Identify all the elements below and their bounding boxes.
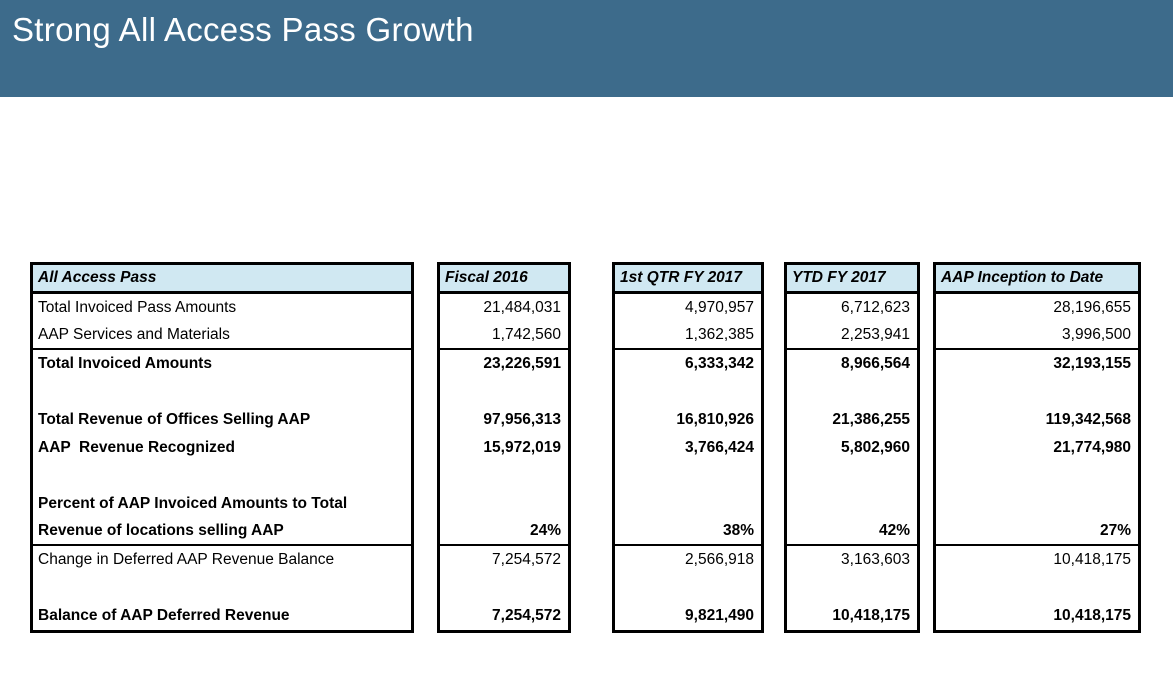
table-cell-value: 3,766,424	[685, 439, 754, 456]
table-cell-value: 10,418,175	[832, 607, 910, 624]
table-row-blank	[787, 574, 917, 602]
table-column-aap-inception-to-date: AAP Inception to Date 28,196,655 3,996,50…	[933, 262, 1141, 633]
table-cell-value: 27%	[936, 518, 1138, 546]
table-cell-value: 21,386,255	[832, 411, 910, 428]
table-row-blank	[440, 378, 568, 406]
table-cell-value: 10,418,175	[1053, 551, 1131, 568]
table-cell-value: 21,484,031	[483, 299, 561, 316]
table-cell-value: 23,226,591	[483, 355, 561, 372]
table-cell-value: 4,970,957	[685, 299, 754, 316]
row-labels-body: Total Invoiced Pass Amounts AAP Services …	[33, 294, 411, 630]
column-values-1st-qtr-fy-2017: 4,970,957 1,362,385 6,333,342 16,810,926 3,7…	[615, 294, 761, 630]
table-row-blank	[615, 574, 761, 602]
table-cell-value: 3,163,603	[841, 551, 910, 568]
table-cell-value: 7,254,572	[492, 551, 561, 568]
table-cell-value: 3,996,500	[936, 322, 1138, 350]
slide-title-bar: Strong All Access Pass Growth	[0, 0, 1173, 97]
table-cell-value: 32,193,155	[1053, 355, 1131, 372]
table-row-blank	[615, 378, 761, 406]
table-column-1st-qtr-fy-2017: 1st QTR FY 2017 4,970,957 1,362,385 6,333,…	[612, 262, 764, 633]
table-row-blank	[440, 490, 568, 518]
column-values-aap-inception-to-date: 28,196,655 3,996,500 32,193,155 119,342,568…	[936, 294, 1138, 630]
table-cell-value: 5,802,960	[841, 439, 910, 456]
table-row-blank	[787, 378, 917, 406]
table-row-label: Total Invoiced Amounts	[38, 355, 212, 372]
table-row-label: Change in Deferred AAP Revenue Balance	[38, 551, 335, 568]
column-header-1st-qtr-fy-2017: 1st QTR FY 2017	[615, 265, 761, 294]
table-row-blank	[615, 490, 761, 518]
table-cell-value: 24%	[440, 518, 568, 546]
table-row-blank	[936, 378, 1138, 406]
table-row-blank	[33, 462, 411, 490]
column-values-fiscal-2016: 21,484,031 1,742,560 23,226,591 97,956,313 1…	[440, 294, 568, 630]
table-cell-value: 42%	[787, 518, 917, 546]
table-cell-value: 1,742,560	[440, 322, 568, 350]
table-row-blank	[787, 490, 917, 518]
table-row-blank	[440, 462, 568, 490]
table-cell-value: 7,254,572	[492, 607, 561, 624]
table-column-fiscal-2016: Fiscal 2016 21,484,031 1,742,560 23,226,59…	[437, 262, 571, 633]
table-cell-value: 97,956,313	[483, 411, 561, 428]
table-cell-value: 2,566,918	[685, 551, 754, 568]
table-row-blank	[936, 490, 1138, 518]
table-row-label: Revenue of locations selling AAP	[33, 518, 411, 546]
column-header-ytd-fy-2017: YTD FY 2017	[787, 265, 917, 294]
table-column-ytd-fy-2017: YTD FY 2017 6,712,623 2,253,941 8,966,564 2…	[784, 262, 920, 633]
table-cell-value: 119,342,568	[1045, 411, 1131, 428]
table-header-all-access-pass: All Access Pass	[33, 265, 411, 294]
table-row-blank	[936, 574, 1138, 602]
table-cell-value: 15,972,019	[483, 439, 561, 456]
table-cell-value: 8,966,564	[841, 355, 910, 372]
table-cell-value: 9,821,490	[685, 607, 754, 624]
table-cell-value: 38%	[615, 518, 761, 546]
table-cell-value: 28,196,655	[1053, 299, 1131, 316]
table-row-blank	[787, 462, 917, 490]
column-header-fiscal-2016: Fiscal 2016	[440, 265, 568, 294]
table-cell-value: 21,774,980	[1053, 439, 1131, 456]
table-row-label: Total Invoiced Pass Amounts	[38, 299, 237, 316]
table-cell-value: 6,712,623	[841, 299, 910, 316]
table-cell-value: 2,253,941	[787, 322, 917, 350]
slide-title: Strong All Access Pass Growth	[12, 11, 474, 48]
column-values-ytd-fy-2017: 6,712,623 2,253,941 8,966,564 21,386,255 5,8…	[787, 294, 917, 630]
table-row-labels-box: All Access Pass Total Invoiced Pass Amou…	[30, 262, 414, 633]
table-cell-value: 16,810,926	[676, 411, 754, 428]
column-header-aap-inception-to-date: AAP Inception to Date	[936, 265, 1138, 294]
table-row-label: Percent of AAP Invoiced Amounts to Total	[38, 495, 348, 512]
table-cell-value: 6,333,342	[685, 355, 754, 372]
table-row-blank	[936, 462, 1138, 490]
table-row-label: AAP Services and Materials	[33, 322, 411, 350]
table-row-label: Balance of AAP Deferred Revenue	[38, 607, 290, 624]
table-row-blank	[615, 462, 761, 490]
table-cell-value: 1,362,385	[615, 322, 761, 350]
table-cell-value: 10,418,175	[1053, 607, 1131, 624]
table-row-blank	[33, 378, 411, 406]
table-row-blank	[440, 574, 568, 602]
table-row-label: Total Revenue of Offices Selling AAP	[38, 411, 311, 428]
table-row-blank	[33, 574, 411, 602]
table-row-label: AAP Revenue Recognized	[38, 439, 235, 456]
